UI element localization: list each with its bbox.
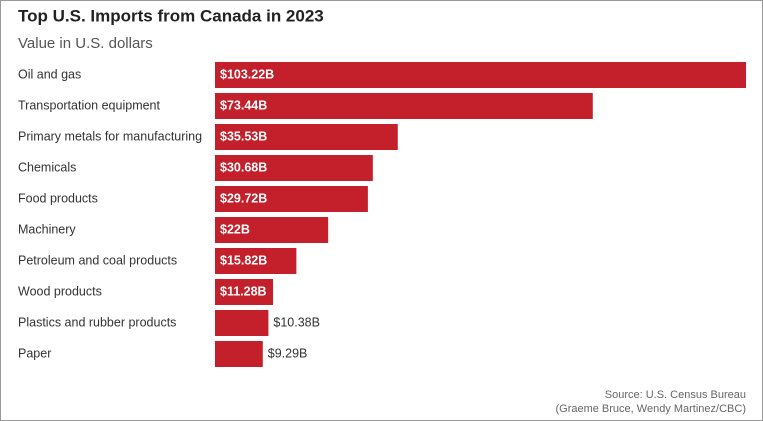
category-label: Transportation equipment	[18, 98, 161, 112]
category-label: Primary metals for manufacturing	[18, 129, 202, 143]
category-label: Food products	[18, 191, 98, 205]
bar	[215, 279, 274, 305]
category-label: Wood products	[18, 284, 102, 298]
value-label: $11.28B	[220, 284, 267, 298]
value-label: $22B	[220, 222, 250, 236]
value-label: $30.68B	[220, 160, 267, 174]
chart-subtitle: Value in U.S. dollars	[18, 35, 153, 52]
value-label: $9.29B	[268, 346, 308, 360]
value-label: $29.72B	[220, 191, 267, 205]
bar	[215, 186, 368, 212]
bar	[215, 93, 593, 119]
source: Source: U.S. Census Bureau	[605, 389, 746, 401]
chart-title: Top U.S. Imports from Canada in 2023	[18, 6, 324, 25]
bar	[215, 124, 398, 150]
bar	[215, 341, 263, 367]
category-label: Oil and gas	[18, 67, 81, 81]
value-label: $103.22B	[220, 67, 274, 81]
value-label: $10.38B	[273, 315, 320, 329]
category-label: Chemicals	[18, 160, 76, 174]
bar	[215, 62, 746, 88]
bar	[215, 155, 373, 181]
value-label: $15.82B	[220, 253, 267, 267]
bar	[215, 248, 297, 274]
category-label: Petroleum and coal products	[18, 253, 177, 267]
value-label: $73.44B	[220, 98, 267, 112]
category-label: Plastics and rubber products	[18, 315, 176, 329]
category-label: Machinery	[18, 222, 76, 236]
category-label: Paper	[18, 346, 51, 360]
source: (Graeme Bruce, Wendy Martinez/CBC)	[555, 403, 746, 415]
bar	[215, 217, 329, 243]
value-label: $35.53B	[220, 129, 267, 143]
bar	[215, 310, 269, 336]
